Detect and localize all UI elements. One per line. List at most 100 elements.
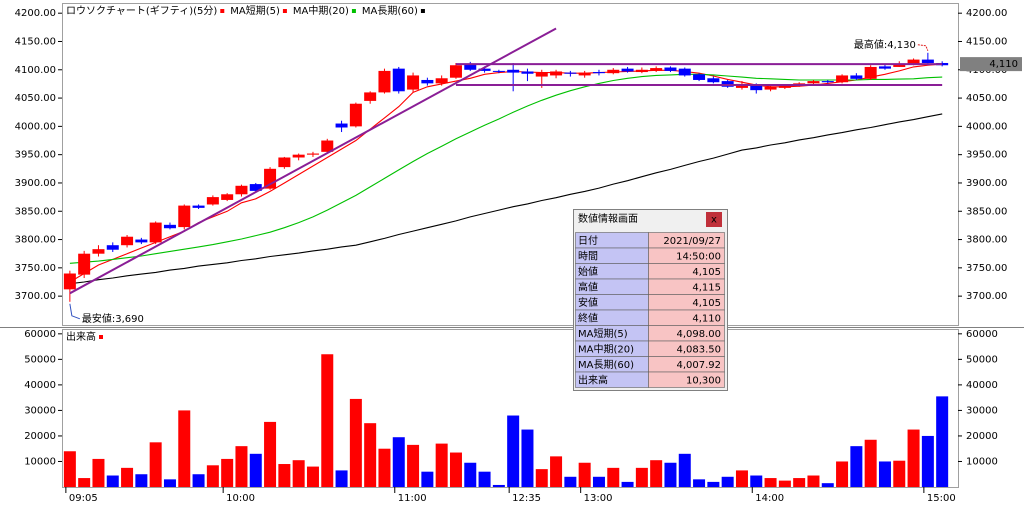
y-tick-label: 3850.00 <box>15 206 56 217</box>
y2-tick-label: 30000 <box>966 405 998 416</box>
candle-body <box>721 81 734 87</box>
legend-label: MA長期(60) <box>362 5 418 17</box>
volume-bar <box>235 446 248 487</box>
y2-tick-label: 3700.00 <box>966 291 1007 302</box>
candle-body <box>206 197 219 205</box>
y2-tick-label: 50000 <box>966 354 998 365</box>
candle-body <box>521 71 534 74</box>
candle-body <box>163 224 176 229</box>
y-tick-label: 4100.00 <box>15 65 56 76</box>
y2-tick-label: 10000 <box>966 456 998 467</box>
volume-bar <box>592 476 605 487</box>
candle-body <box>807 81 820 84</box>
volume-bar <box>621 481 634 487</box>
y2-tick-label: 20000 <box>966 431 998 442</box>
candle-body <box>550 71 563 76</box>
candle-body <box>92 249 105 254</box>
y-tick-label: 4150.00 <box>15 36 56 47</box>
trend-line <box>69 27 557 295</box>
legend-swatch <box>220 9 225 13</box>
volume-bar <box>206 465 219 487</box>
y-tick-label: 20000 <box>24 431 56 442</box>
legend-label: MA短期(5) <box>230 4 280 17</box>
candle-body <box>864 66 877 79</box>
volume-bar <box>292 460 305 487</box>
volume-bar <box>63 451 76 487</box>
candle-body <box>278 157 291 168</box>
y-tick-label: 40000 <box>24 380 56 391</box>
volume-bar <box>778 480 791 487</box>
volume-bar <box>678 453 691 487</box>
candle-body <box>392 68 405 92</box>
info-value: 4,007.92 <box>676 360 721 371</box>
volume-bar <box>121 467 134 487</box>
moving-average-line <box>69 63 943 283</box>
candle-body <box>178 205 191 228</box>
y-tick-label: 4200.00 <box>15 8 56 19</box>
info-label: 始値 <box>578 265 598 278</box>
info-label: MA長期(60) <box>578 359 634 371</box>
candle-body <box>707 78 720 83</box>
x-tick-label: 15:00 <box>927 493 956 504</box>
volume-bar <box>106 475 119 487</box>
price-panel <box>62 3 959 326</box>
candle-body <box>478 68 491 71</box>
volume-bar <box>936 396 949 487</box>
candle-body <box>564 72 577 74</box>
volume-bar <box>664 462 677 487</box>
volume-bar <box>707 481 720 487</box>
legend-swatch <box>99 335 103 339</box>
y2-tick-label: 3950.00 <box>966 150 1007 161</box>
moving-average-line <box>69 113 943 285</box>
candle-body <box>836 75 849 83</box>
close-button[interactable] <box>706 212 722 227</box>
info-label: 終値 <box>578 311 598 324</box>
y2-tick-label: 4000.00 <box>966 121 1007 132</box>
volume-bar <box>750 475 763 487</box>
candle-body <box>635 69 648 73</box>
volume-bar <box>464 462 477 487</box>
y2-tick-label: 4200.00 <box>966 8 1007 19</box>
y-tick-label: 60000 <box>24 329 56 340</box>
volume-bar <box>278 464 291 487</box>
info-value: 4,098.00 <box>676 329 721 340</box>
legend-swatch <box>351 9 356 13</box>
volume-bar <box>793 478 806 487</box>
legend-label: 出来高 <box>66 330 96 343</box>
volume-bar <box>149 442 162 487</box>
candle-body <box>607 69 620 74</box>
candle-body <box>364 92 377 101</box>
annotation-arrow <box>69 303 81 320</box>
last-price-tag <box>960 57 1022 72</box>
info-value-cell <box>648 371 725 388</box>
y2-tick-label: 3750.00 <box>966 263 1007 274</box>
y-tick-label: 10000 <box>24 456 56 467</box>
y-tick-label: 3800.00 <box>15 235 56 246</box>
volume-bar <box>306 466 319 487</box>
y2-tick-label: 3800.00 <box>966 235 1007 246</box>
volume-bar <box>249 453 262 487</box>
volume-bar <box>893 460 906 487</box>
candle-body <box>192 205 205 208</box>
volume-bar <box>492 484 505 487</box>
x-tick-label: 13:00 <box>584 493 613 504</box>
candle-body <box>135 239 148 243</box>
y-tick-label: 50000 <box>24 354 56 365</box>
y2-tick-label: 3850.00 <box>966 206 1007 217</box>
candle-body <box>292 154 305 158</box>
info-value: 4,083.50 <box>676 344 721 355</box>
volume-bar <box>821 483 834 487</box>
volume-bar <box>764 478 777 487</box>
last-price-label: 4,110 <box>989 59 1018 70</box>
candle-body <box>435 78 448 84</box>
candle-body <box>221 194 234 200</box>
info-value: 4,115 <box>692 282 721 293</box>
volume-bar <box>650 460 663 487</box>
info-label: 日付 <box>578 234 598 247</box>
candle-body <box>349 103 362 127</box>
candle-body <box>149 222 162 243</box>
volume-bar <box>421 471 434 487</box>
volume-bar <box>178 410 191 487</box>
candle-body <box>650 68 663 71</box>
x-tick-label: 12:35 <box>512 493 541 504</box>
